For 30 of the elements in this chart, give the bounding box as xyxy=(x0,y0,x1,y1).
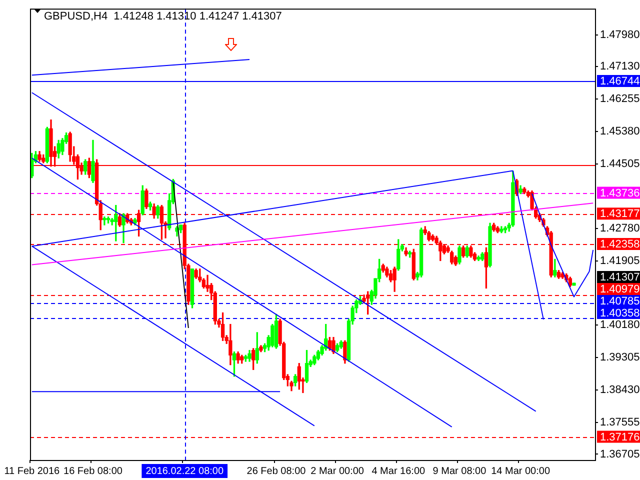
y-tick-label: 1.42780 xyxy=(600,222,640,234)
x-tick-label: 4 Mar 16:00 xyxy=(372,466,426,477)
y-tick-label: 1.39305 xyxy=(600,352,640,364)
x-tick-label: 2 Mar 00:00 xyxy=(310,466,364,477)
x-tick-label: 2016.02.22 08:00 xyxy=(146,466,224,477)
y-tick-label: 1.46255 xyxy=(600,93,640,106)
ref-line-label: 1.40358 xyxy=(600,308,640,320)
x-tick-label: 16 Feb 08:00 xyxy=(64,466,123,477)
y-tick-label: 1.40180 xyxy=(600,319,640,332)
ref-line-label: 1.42358 xyxy=(600,238,640,251)
ref-line-label: 1.37176 xyxy=(600,431,640,444)
ref-line-label: 1.43736 xyxy=(600,187,640,200)
y-tick-label: 1.47130 xyxy=(600,60,640,73)
x-tick-label: 9 Mar 08:00 xyxy=(432,466,487,477)
y-tick-label: 1.38430 xyxy=(600,384,640,396)
y-tick-label: 1.47980 xyxy=(600,29,640,42)
ref-line-label: 1.40979 xyxy=(600,284,640,296)
text: 1.41307 xyxy=(600,272,640,284)
x-tick-label: 11 Feb 2016 xyxy=(4,466,60,477)
y-tick-label: 1.44505 xyxy=(600,158,640,170)
ref-line-label: 1.40785 xyxy=(600,296,640,308)
x-tick-label: 26 Feb 08:00 xyxy=(246,466,306,477)
y-tick-label: 1.41905 xyxy=(600,254,640,267)
ref-line-label: 1.43177 xyxy=(600,208,640,220)
ref-line-label: 1.46744 xyxy=(600,75,640,88)
chart-title: GBPUSD,H4 1.41248 1.41310 1.41247 1.41307 xyxy=(44,10,282,23)
x-tick-label: 14 Mar 00:00 xyxy=(491,466,550,477)
y-tick-label: 1.45380 xyxy=(600,126,640,138)
y-tick-label: 1.37555 xyxy=(600,416,640,429)
y-tick-label: 1.36705 xyxy=(600,448,640,460)
